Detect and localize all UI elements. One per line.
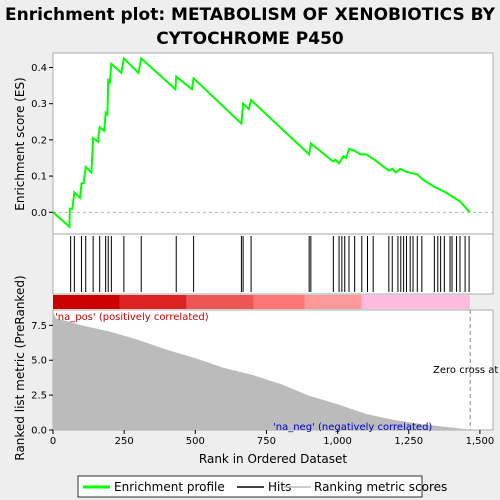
legend-hits-label: Hits bbox=[268, 480, 291, 494]
metric-y-axis: 0.0 2.5 5.0 7.5 bbox=[31, 321, 53, 437]
es-profile-line bbox=[52, 56, 471, 229]
es-y-tick-label: 0.3 bbox=[31, 99, 47, 110]
metric-y-axis-label: Ranked list metric (PreRanked) bbox=[13, 275, 27, 460]
es-y-axis: 0.0 0.1 0.2 0.3 0.4 bbox=[31, 63, 53, 219]
metric-y-tick-label: 2.5 bbox=[31, 391, 47, 402]
pos-correlated-label: 'na_pos' (positively correlated) bbox=[55, 312, 209, 323]
x-tick-label: 1,500 bbox=[466, 436, 495, 447]
x-tick-label: 750 bbox=[257, 436, 276, 447]
legend-ranking-label: Ranking metric scores bbox=[314, 480, 447, 494]
metric-y-tick-label: 0.0 bbox=[31, 426, 47, 437]
neg-correlated-label: 'na_neg' (negatively correlated) bbox=[273, 422, 432, 433]
x-tick-label: 1,000 bbox=[323, 436, 352, 447]
stripe-segment bbox=[361, 295, 470, 309]
stripe-segment bbox=[53, 295, 120, 309]
rank-color-stripe bbox=[53, 295, 470, 309]
es-y-tick-label: 0.4 bbox=[31, 63, 47, 74]
stripe-segment bbox=[253, 295, 305, 309]
hits-markers bbox=[70, 236, 470, 292]
es-y-tick-label: 0.2 bbox=[31, 135, 47, 146]
es-y-tick-label: 0.1 bbox=[31, 172, 47, 183]
metric-y-tick-label: 5.0 bbox=[31, 356, 47, 367]
es-plot-area bbox=[52, 52, 494, 235]
x-axis: 0 250 500 750 1,000 1,250 1,500 bbox=[50, 430, 494, 447]
zero-cross-label: Zero cross at 1466 bbox=[433, 365, 500, 376]
es-series bbox=[52, 56, 493, 229]
stripe-segment bbox=[186, 295, 254, 309]
es-y-axis-label: Enrichment score (ES) bbox=[13, 77, 27, 210]
hits-area bbox=[52, 233, 494, 295]
stripe-segment bbox=[119, 295, 187, 309]
metric-y-tick-label: 7.5 bbox=[31, 321, 47, 332]
chart-title-line1: Enrichment plot: METABOLISM OF XENOBIOTI… bbox=[5, 5, 496, 25]
es-y-tick-label: 0.0 bbox=[31, 208, 47, 219]
x-tick-label: 0 bbox=[50, 436, 56, 447]
x-tick-label: 1,250 bbox=[394, 436, 423, 447]
x-axis-label: Rank in Ordered Dataset bbox=[199, 452, 347, 466]
ranking-metric-area bbox=[53, 311, 471, 430]
legend-enrichment-label: Enrichment profile bbox=[114, 480, 225, 494]
stripe-segment bbox=[304, 295, 362, 309]
x-tick-label: 500 bbox=[186, 436, 205, 447]
chart-title-line2: CYTOCHROME P450 bbox=[156, 29, 344, 49]
ranking-metric-series bbox=[53, 311, 471, 430]
x-tick-label: 250 bbox=[115, 436, 134, 447]
